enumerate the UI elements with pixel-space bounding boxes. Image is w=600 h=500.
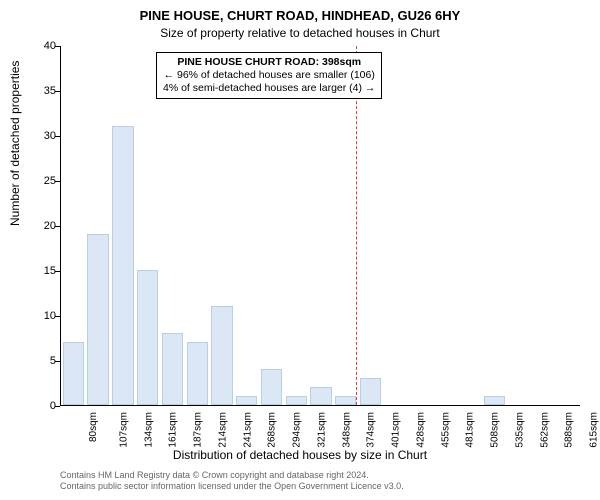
histogram-bar (335, 396, 356, 405)
x-tick-label: 348sqm (341, 412, 352, 448)
histogram-bar (187, 342, 208, 405)
y-tick-label: 15 (28, 265, 56, 277)
credits-line-1: Contains public sector information licen… (60, 481, 404, 492)
y-tick-label: 10 (28, 310, 56, 322)
y-tick-label: 35 (28, 85, 56, 97)
credits-line-0: Contains HM Land Registry data © Crown c… (60, 470, 404, 481)
x-tick-label: 508sqm (490, 412, 501, 448)
x-axis-label: Distribution of detached houses by size … (0, 448, 600, 462)
annotation-box: PINE HOUSE CHURT ROAD: 398sqm ← 96% of d… (156, 52, 382, 99)
histogram-bar (87, 234, 108, 405)
annotation-line-2: 4% of semi-detached houses are larger (4… (163, 82, 375, 95)
x-tick-label: 268sqm (267, 412, 278, 448)
histogram-bar (112, 126, 133, 405)
x-tick-label: 481sqm (465, 412, 476, 448)
x-tick-label: 374sqm (366, 412, 377, 448)
histogram-bar (236, 396, 257, 405)
x-tick-label: 187sqm (193, 412, 204, 448)
x-tick-label: 588sqm (564, 412, 575, 448)
x-tick-label: 535sqm (515, 412, 526, 448)
chart-title: PINE HOUSE, CHURT ROAD, HINDHEAD, GU26 6… (0, 8, 600, 23)
y-tick-label: 40 (28, 40, 56, 52)
chart-root: PINE HOUSE, CHURT ROAD, HINDHEAD, GU26 6… (0, 0, 600, 500)
x-tick-label: 214sqm (217, 412, 228, 448)
x-tick-label: 321sqm (316, 412, 327, 448)
y-tick-label: 5 (28, 355, 56, 367)
x-tick-label: 562sqm (539, 412, 550, 448)
x-tick-label: 428sqm (415, 412, 426, 448)
x-tick-label: 455sqm (440, 412, 451, 448)
histogram-bar (261, 369, 282, 405)
x-tick-label: 294sqm (292, 412, 303, 448)
y-axis-label: Number of detached properties (8, 61, 22, 226)
y-tick-label: 30 (28, 130, 56, 142)
plot-area: PINE HOUSE CHURT ROAD: 398sqm ← 96% of d… (60, 46, 580, 406)
annotation-line-0: PINE HOUSE CHURT ROAD: 398sqm (163, 56, 375, 69)
annotation-line-1: ← 96% of detached houses are smaller (10… (163, 69, 375, 82)
histogram-bar (484, 396, 505, 405)
histogram-bar (211, 306, 232, 405)
histogram-bar (162, 333, 183, 405)
x-tick-label: 401sqm (391, 412, 402, 448)
histogram-bar (137, 270, 158, 405)
histogram-bar (286, 396, 307, 405)
credits: Contains HM Land Registry data © Crown c… (60, 470, 404, 493)
y-tick-label: 20 (28, 220, 56, 232)
y-tick-label: 0 (28, 400, 56, 412)
x-tick-label: 107sqm (118, 412, 129, 448)
x-tick-label: 615sqm (589, 412, 600, 448)
x-tick-label: 241sqm (242, 412, 253, 448)
histogram-bar (310, 387, 331, 405)
chart-subtitle: Size of property relative to detached ho… (0, 26, 600, 40)
x-tick-label: 134sqm (143, 412, 154, 448)
histogram-bar (63, 342, 84, 405)
y-tick-mark (55, 406, 60, 407)
marker-line (356, 46, 357, 405)
y-tick-label: 25 (28, 175, 56, 187)
x-tick-label: 80sqm (88, 412, 99, 442)
histogram-bar (360, 378, 381, 405)
x-tick-label: 161sqm (168, 412, 179, 448)
